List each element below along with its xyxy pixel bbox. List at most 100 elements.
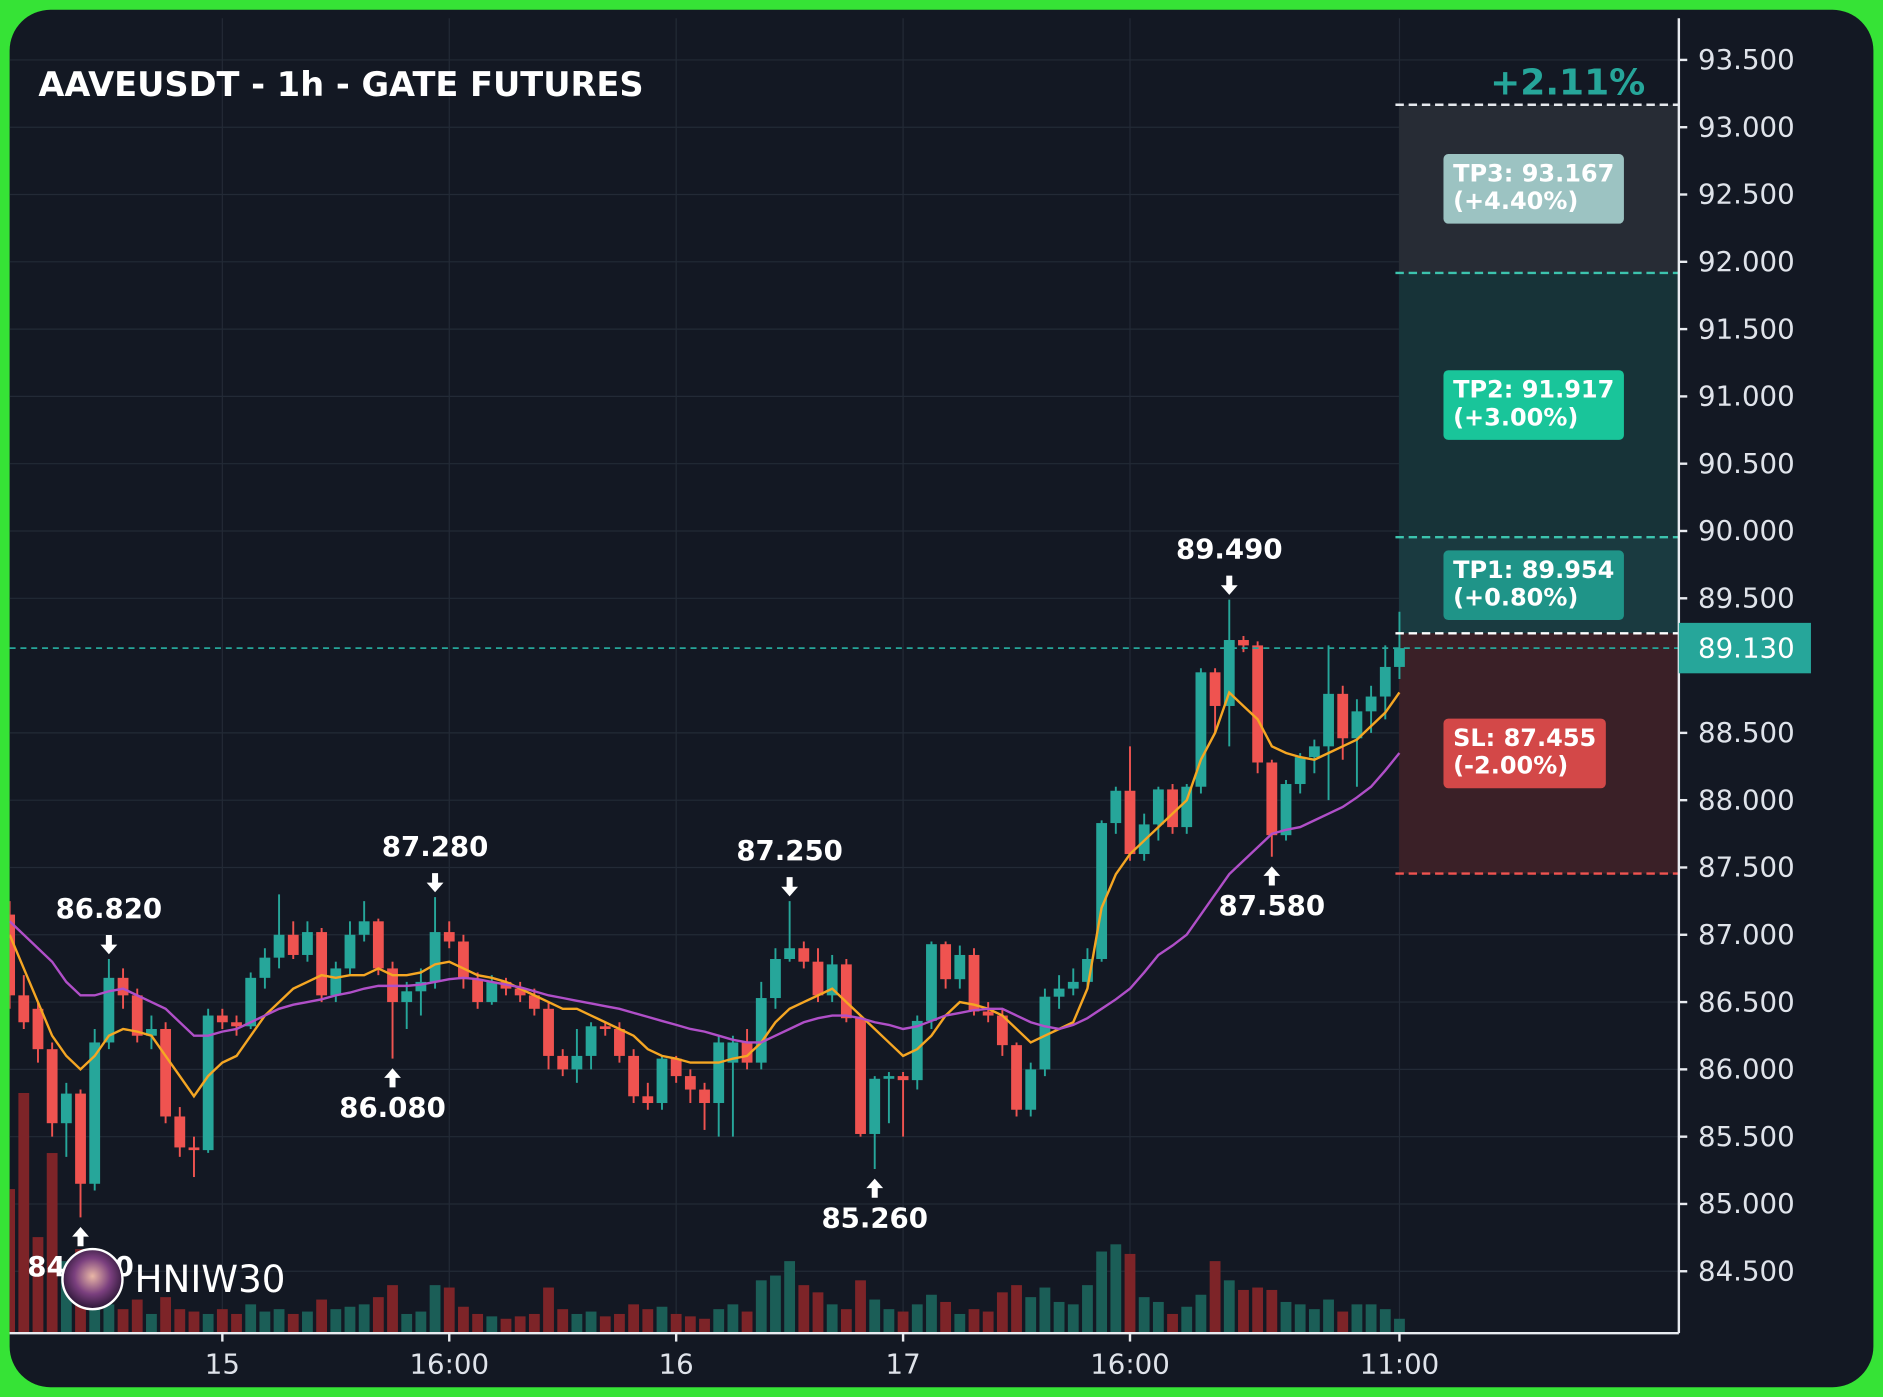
- candle-body: [1365, 696, 1377, 712]
- ma-line: [9, 690, 1401, 1099]
- candle-body: [429, 932, 441, 982]
- volume-bar: [1337, 1311, 1349, 1334]
- level-label-change: (+4.40%): [1453, 187, 1578, 215]
- y-tick-label: 92.500: [1698, 178, 1795, 211]
- volume-bar: [1152, 1301, 1164, 1334]
- volume-bar: [1209, 1261, 1221, 1334]
- avatar: [61, 1247, 124, 1311]
- volume-bar: [401, 1313, 413, 1334]
- candle-body: [741, 1042, 753, 1063]
- chart-title: AAVEUSDT - 1h - GATE FUTURES: [38, 65, 643, 104]
- candle-body: [1394, 648, 1405, 667]
- y-tick-label: 86.500: [1698, 985, 1795, 1018]
- candle-body: [160, 1028, 172, 1117]
- candle-body: [826, 964, 838, 996]
- volume-bar: [883, 1309, 895, 1334]
- candle-body: [9, 914, 16, 996]
- position: TP1: 89.954(+0.80%) TP2: 91.917(+3.00%) TP…: [9, 62, 1679, 875]
- x-tick-label: 16:00: [409, 1348, 489, 1381]
- pnl-label: +2.11%: [1490, 62, 1645, 103]
- candle-body: [1252, 645, 1264, 763]
- level-label-text: TP1: 89.954: [1453, 556, 1614, 584]
- candle-body: [174, 1116, 186, 1148]
- annotation-arrow: [781, 877, 799, 897]
- volume-bar: [812, 1292, 824, 1334]
- volume-bar: [557, 1309, 569, 1334]
- volume-bar: [1351, 1304, 1363, 1334]
- candle-body: [869, 1078, 881, 1134]
- candle-body: [188, 1147, 200, 1151]
- y-tick-label: 84.500: [1698, 1254, 1795, 1287]
- volume-bar: [32, 1237, 44, 1334]
- annotations: 86.82087.28087.25089.49084.90086.08085.2…: [27, 532, 1325, 1282]
- candle-body: [1195, 672, 1207, 787]
- volume-bar: [1181, 1306, 1193, 1334]
- candle-body: [614, 1028, 625, 1056]
- candle-body: [216, 1015, 228, 1023]
- moving-averages: [9, 690, 1401, 1099]
- volume-bar: [1167, 1313, 1178, 1334]
- y-tick-label: 87.000: [1698, 918, 1795, 951]
- annotation-arrow: [1263, 866, 1281, 886]
- volume-bar: [1195, 1294, 1207, 1334]
- candle-body: [727, 1042, 739, 1063]
- volume-bar: [103, 1304, 115, 1334]
- volume-bar: [940, 1301, 952, 1334]
- volume-bar: [1252, 1287, 1264, 1334]
- candle-body: [855, 1018, 866, 1134]
- last-price-label: 89.130: [1698, 631, 1795, 664]
- last-price-tag: [1678, 622, 1811, 674]
- y-tick-label: 87.500: [1698, 851, 1795, 884]
- candle-body: [926, 944, 937, 1021]
- volume-bar: [1394, 1318, 1405, 1334]
- candle-body: [486, 981, 498, 1003]
- volume-bar: [543, 1287, 554, 1334]
- candle-body: [245, 977, 257, 1027]
- volume-bar: [784, 1261, 796, 1334]
- y-tick-label: 86.000: [1698, 1053, 1795, 1086]
- volume-bar: [741, 1311, 753, 1334]
- level-label: TP3: 93.167(+4.40%): [1443, 154, 1624, 224]
- candle-body: [713, 1042, 725, 1104]
- volume-bar: [18, 1092, 30, 1334]
- x-tick-label: 16:00: [1090, 1348, 1170, 1381]
- volume-bar: [316, 1299, 328, 1334]
- candle-body: [656, 1058, 668, 1104]
- candle-body: [812, 961, 824, 996]
- volume-bar: [642, 1309, 654, 1334]
- candle-body: [770, 959, 781, 999]
- y-tick-label: 91.500: [1698, 312, 1795, 345]
- candle-body: [231, 1022, 242, 1027]
- volume-bar: [344, 1306, 356, 1334]
- level-label-box: [1443, 550, 1624, 621]
- volume-bar: [160, 1297, 172, 1334]
- candle-body: [1308, 746, 1320, 758]
- candle-body: [146, 1028, 157, 1036]
- volume-bar: [443, 1287, 455, 1334]
- volume-bar: [46, 1153, 58, 1334]
- y-tick-label: 91.000: [1698, 380, 1795, 413]
- volume-bar: [727, 1304, 739, 1334]
- volume-bar: [1238, 1289, 1249, 1334]
- candle-body: [840, 964, 852, 1019]
- volume: [9, 1092, 1405, 1334]
- level-label: TP2: 91.917(+3.00%): [1443, 370, 1624, 440]
- volume-bar: [1223, 1280, 1235, 1334]
- volume-bar: [146, 1313, 157, 1334]
- watermark: HNIW30: [61, 1247, 285, 1311]
- candle-body: [1294, 757, 1306, 785]
- candle-body: [784, 948, 796, 960]
- candle-body: [117, 977, 129, 996]
- candle-body: [330, 968, 342, 996]
- volume-bar: [259, 1311, 271, 1334]
- level-label: TP1: 89.954(+0.80%): [1443, 550, 1624, 621]
- volume-bar: [1096, 1251, 1108, 1334]
- volume-bar: [755, 1280, 767, 1334]
- candle-body: [287, 934, 299, 955]
- volume-bar: [954, 1313, 966, 1334]
- annotation-label: 86.080: [339, 1091, 446, 1124]
- volume-bar: [117, 1309, 129, 1334]
- volume-bar: [826, 1304, 838, 1334]
